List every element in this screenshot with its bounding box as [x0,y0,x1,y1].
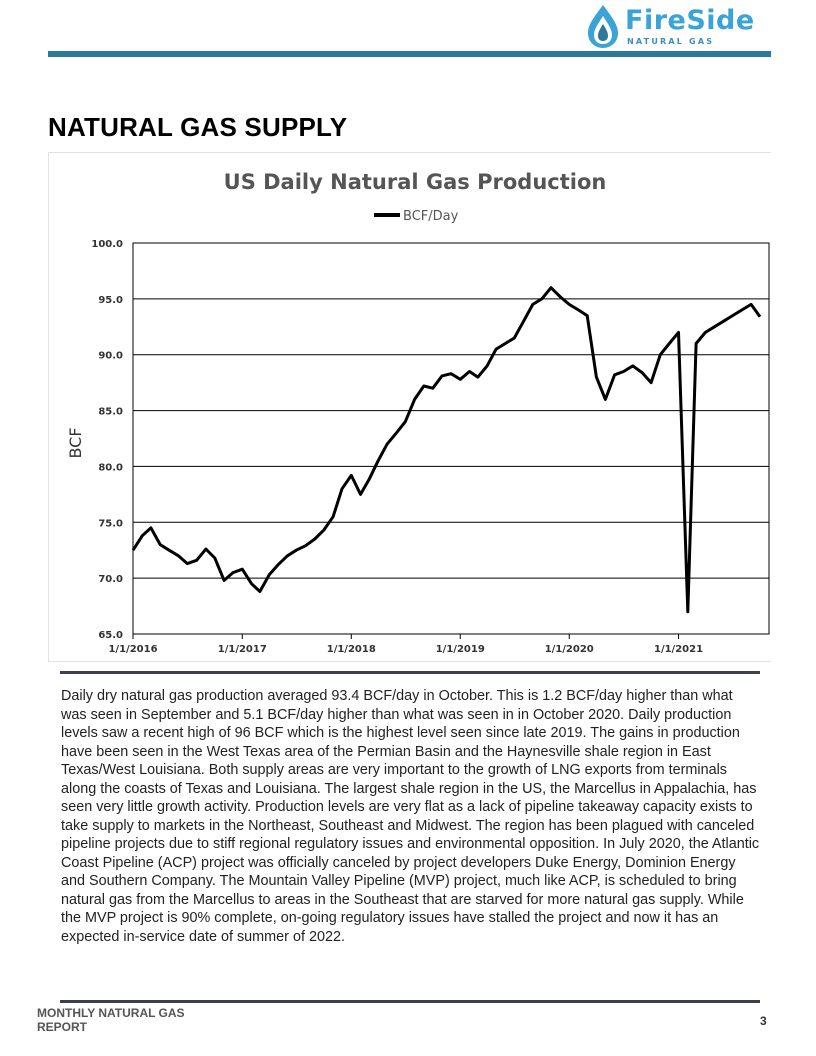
y-axis-label: BCF [66,427,85,458]
page-title: NATURAL GAS SUPPLY [48,112,348,142]
logo-name: FireSide [625,5,755,36]
flame-droplet-icon [588,5,618,48]
logo-subtitle: NATURAL GAS [627,37,715,46]
y-tick-label: 85.0 [98,407,123,418]
y-tick-label: 75.0 [98,518,123,529]
x-tick-label: 1/1/2018 [327,644,376,655]
x-tick-label: 1/1/2017 [218,644,267,655]
y-tick-label: 80.0 [98,462,123,473]
fireside-logo: FireSide NATURAL GAS [583,2,773,50]
footer-label: MONTHLY NATURAL GAS REPORT [37,1006,185,1034]
x-tick-label: 1/1/2019 [436,644,485,655]
bottom-rule [60,1000,760,1003]
x-tick-label: 1/1/2016 [108,644,157,655]
x-tick-label: 1/1/2020 [545,644,594,655]
y-tick-label: 70.0 [98,574,123,585]
page-number: 3 [760,1014,767,1028]
plot-area-border [132,242,770,635]
x-tick-label: 1/1/2021 [654,644,703,655]
chart-frame: US Daily Natural Gas Production BCF/Day … [48,152,771,662]
y-tick-label: 95.0 [98,295,123,306]
y-tick-label: 90.0 [98,351,123,362]
y-tick-label: 65.0 [98,630,123,641]
legend-label: BCF/Day [403,209,459,224]
series-line-bcf-day [131,286,762,614]
top-rule [60,671,760,674]
body-paragraph: Daily dry natural gas production average… [61,688,760,945]
production-chart: US Daily Natural Gas Production BCF/Day … [66,170,770,655]
y-tick-label: 100.0 [91,239,123,250]
header-bar [48,51,771,57]
chart-title: US Daily Natural Gas Production [224,170,607,194]
